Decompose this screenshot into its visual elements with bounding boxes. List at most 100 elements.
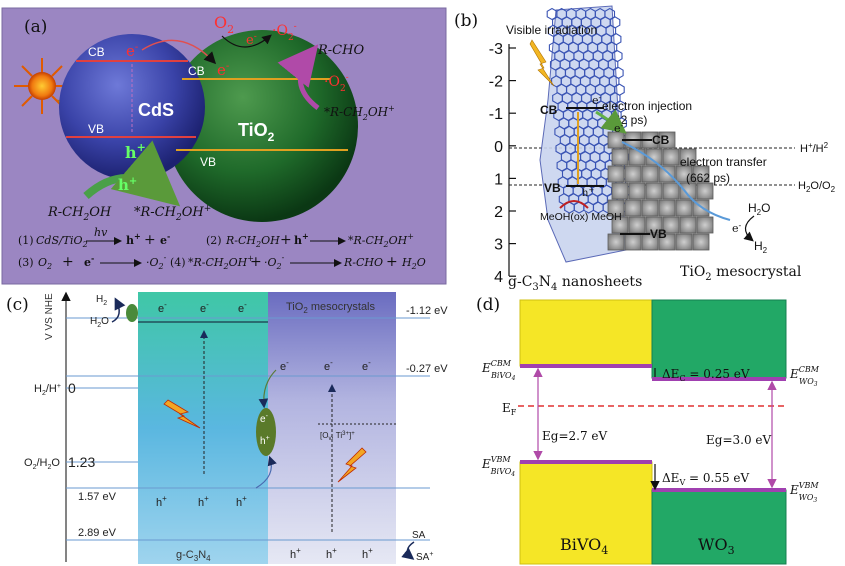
bivo4-vb-block <box>519 461 653 565</box>
fermi-level-label: EF <box>502 401 517 417</box>
interface-charge-ellipse <box>256 408 276 456</box>
eq3-e: e- <box>84 253 94 269</box>
delta-ec-label: ΔEC = 0.25 eV <box>662 367 750 383</box>
hole-oxidation-arrow <box>83 140 181 207</box>
tio2-cb-label: CB <box>652 133 670 147</box>
g-c3n4-label: g-C3N4 <box>176 549 211 563</box>
panel-b-y-tick-label: -1 <box>489 106 503 123</box>
electrons: e-e-e-e-e-e- <box>158 300 371 373</box>
tio2-electron: e- <box>362 358 371 373</box>
tio2-cube <box>645 182 663 200</box>
tio2-cube <box>675 199 693 217</box>
eq3-plus: + <box>62 254 74 270</box>
tio2-mesocrystal-label: TiO2 mesocrystal <box>680 264 802 283</box>
eq1-e: e- <box>160 231 170 247</box>
eq1-hv: hv <box>94 226 108 239</box>
visible-light-bolt-icon <box>529 39 555 87</box>
tio2-cube <box>658 131 676 149</box>
bivo4-label: BiVO4 <box>560 535 608 557</box>
tio2-cube <box>607 233 625 251</box>
tio2-cube <box>658 199 676 217</box>
h-plus-h2-label: H+/H2 <box>800 141 829 155</box>
wo3-vb-block <box>651 489 787 565</box>
interface-electron: e- <box>260 413 269 425</box>
eq2-reactant: R-CH2OH <box>225 234 280 249</box>
cb-electron-ellipse <box>126 304 138 322</box>
side-cycle-arrow <box>277 44 320 110</box>
eq1-plus: + <box>144 232 156 248</box>
h2o-label: H2O <box>90 316 109 329</box>
eq3-reactant: O2 <box>38 256 52 271</box>
methanol-label: MeOH(ox) MeOH <box>540 211 622 223</box>
sa-plus-label: SA+ <box>416 551 433 563</box>
panel-b-y-tick-label: -2 <box>489 74 503 91</box>
panel-c: (c) V VS NHE H2 H2O H2/H+ 0 O2/H2O 1.23 … <box>6 291 448 564</box>
g-c3n4-hole: h+ <box>198 494 209 509</box>
level-027-label: -0.27 eV <box>406 363 448 375</box>
h2-label: H2 <box>96 294 107 307</box>
rcho-label: R-CHO <box>317 43 364 58</box>
tio2-cube <box>675 233 693 251</box>
eq3-number: (3) <box>18 256 34 269</box>
h2-hplus-label: H2/H+ <box>34 383 61 397</box>
bottom-hole: h+ <box>118 176 137 194</box>
eq4-water: H2O <box>401 256 426 271</box>
holes: h+ h+ h+ h+ h+ h+ <box>156 494 373 561</box>
panel-a: (a) CB VB CdS e- h+ CB VB TiO2 e <box>1 7 447 285</box>
wo3-bandgap-label: Eg=3.0 eV <box>706 433 771 447</box>
bivo4-bandgap-label: Eg=2.7 eV <box>542 429 607 443</box>
tio2-cube <box>658 233 676 251</box>
eq3-product: ·O2- <box>146 253 167 271</box>
tio2-cube <box>692 165 710 183</box>
h2o-right-label: H2O <box>748 201 770 217</box>
eq4-number: (4) <box>170 256 186 269</box>
tio2-cube <box>696 216 714 234</box>
bivo4-cb-block <box>519 299 653 367</box>
o2-reduction-arrow <box>221 34 272 48</box>
g-c3n4-hole: h+ <box>156 494 167 509</box>
g-c3n4-electron: e- <box>200 300 209 315</box>
eq4-radical: ·O2- <box>264 253 285 271</box>
g-c3n4-electron: e- <box>158 300 167 315</box>
g-c3n4-nanosheets-label: g-C3N4 nanosheets <box>508 274 642 293</box>
sa-oxidation-arrow <box>401 541 415 560</box>
tio2-hole: h+ <box>290 546 301 561</box>
tio2-cube <box>611 148 629 166</box>
electron-injection-arrow <box>595 109 627 134</box>
h2-evolution-electron: e- <box>732 221 742 235</box>
cds-cb-label: CB <box>88 45 105 59</box>
lightning-bolt-right-icon <box>337 447 367 483</box>
g-c3n4-sheet <box>539 5 633 263</box>
h2o-o2-label: H2O/O2 <box>798 180 836 194</box>
tio2-electron: e- <box>280 358 289 373</box>
panel-b-y-ticks: -3 -2 -1 0 1 2 3 4 <box>489 41 516 286</box>
tio2-cube <box>679 216 697 234</box>
h2-evolution-arrow <box>111 297 126 323</box>
h2-right-label: H2 <box>754 239 768 255</box>
tio2-cube <box>641 199 659 217</box>
tio2-cube <box>675 165 693 183</box>
bottom-product: *R-CH2OH+ <box>134 204 211 223</box>
tio2-label: TiO2 <box>238 120 275 144</box>
tio2-cube <box>607 165 625 183</box>
superoxide-side: ·O2- <box>324 73 349 94</box>
visible-irradiation-label: Visible irradiation <box>506 23 597 37</box>
tio2-cube <box>696 182 714 200</box>
tio2-cb-electron: e- <box>614 121 624 135</box>
o2-h2o-label: O2/H2O <box>24 457 60 471</box>
electron-transfer-time: (662 ps) <box>686 171 730 185</box>
panel-d-label: (d) <box>476 295 500 315</box>
injection-electron: e- <box>592 93 602 107</box>
tio2-cube <box>641 165 659 183</box>
g-c3n4-electron: e- <box>238 300 247 315</box>
eq4-plus2: + <box>386 254 398 270</box>
panel-b: (b) -3 -2 -1 0 1 2 3 4 Visible irradiation CB V… <box>454 5 836 293</box>
tio2-electron: e- <box>217 61 229 79</box>
o2-h2o-value: 1.23 <box>68 454 95 470</box>
tio2-cube <box>662 182 680 200</box>
tio2-cube <box>628 216 646 234</box>
electron-transfer-curve <box>621 141 731 221</box>
delta-ev-label: ΔEV = 0.55 eV <box>662 471 750 487</box>
cds-electron: e- <box>126 42 138 60</box>
bottom-reactant: R-CH2OH <box>47 205 112 223</box>
